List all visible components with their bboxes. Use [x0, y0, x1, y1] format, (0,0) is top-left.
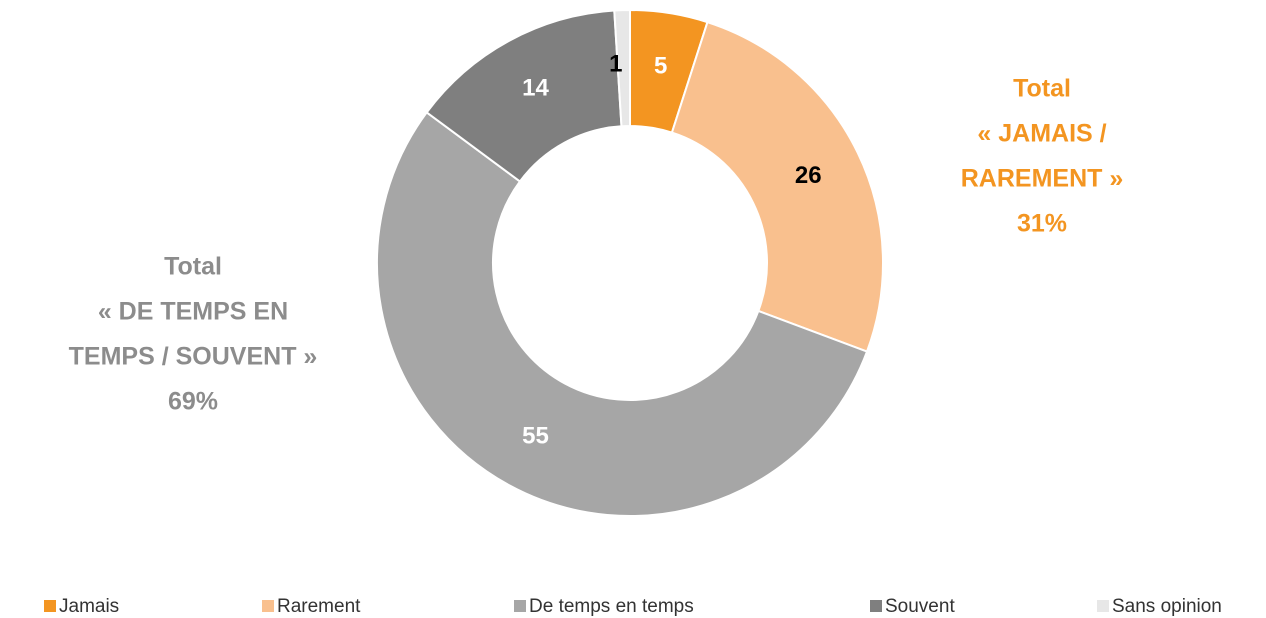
legend-label: Jamais — [59, 596, 119, 617]
annotation: 69% — [168, 388, 218, 416]
data-label: 1 — [609, 50, 622, 77]
annotation: RAREMENT » — [961, 165, 1124, 193]
legend-swatch — [870, 600, 882, 612]
legend-swatch — [262, 600, 274, 612]
legend-swatch — [1097, 600, 1109, 612]
annotation: Total — [1013, 75, 1071, 103]
donut-slice — [376, 110, 869, 517]
legend-swatch — [514, 600, 526, 612]
data-label: 55 — [522, 422, 549, 449]
annotation: « DE TEMPS EN — [98, 298, 288, 326]
legend-label: Sans opinion — [1112, 596, 1222, 617]
data-label: 5 — [654, 53, 667, 80]
data-label: 14 — [522, 74, 549, 101]
annotation: TEMPS / SOUVENT » — [69, 343, 318, 371]
annotation: Total — [164, 253, 222, 281]
legend-label: Souvent — [885, 596, 955, 617]
donut-slice — [613, 8, 631, 128]
annotation: « JAMAIS / — [977, 120, 1106, 148]
legend-label: De temps en temps — [529, 596, 694, 617]
annotation: 31% — [1017, 210, 1067, 238]
donut-slice — [670, 20, 884, 353]
data-label: 26 — [795, 162, 822, 189]
legend-swatch — [44, 600, 56, 612]
legend-label: Rarement — [277, 596, 361, 617]
